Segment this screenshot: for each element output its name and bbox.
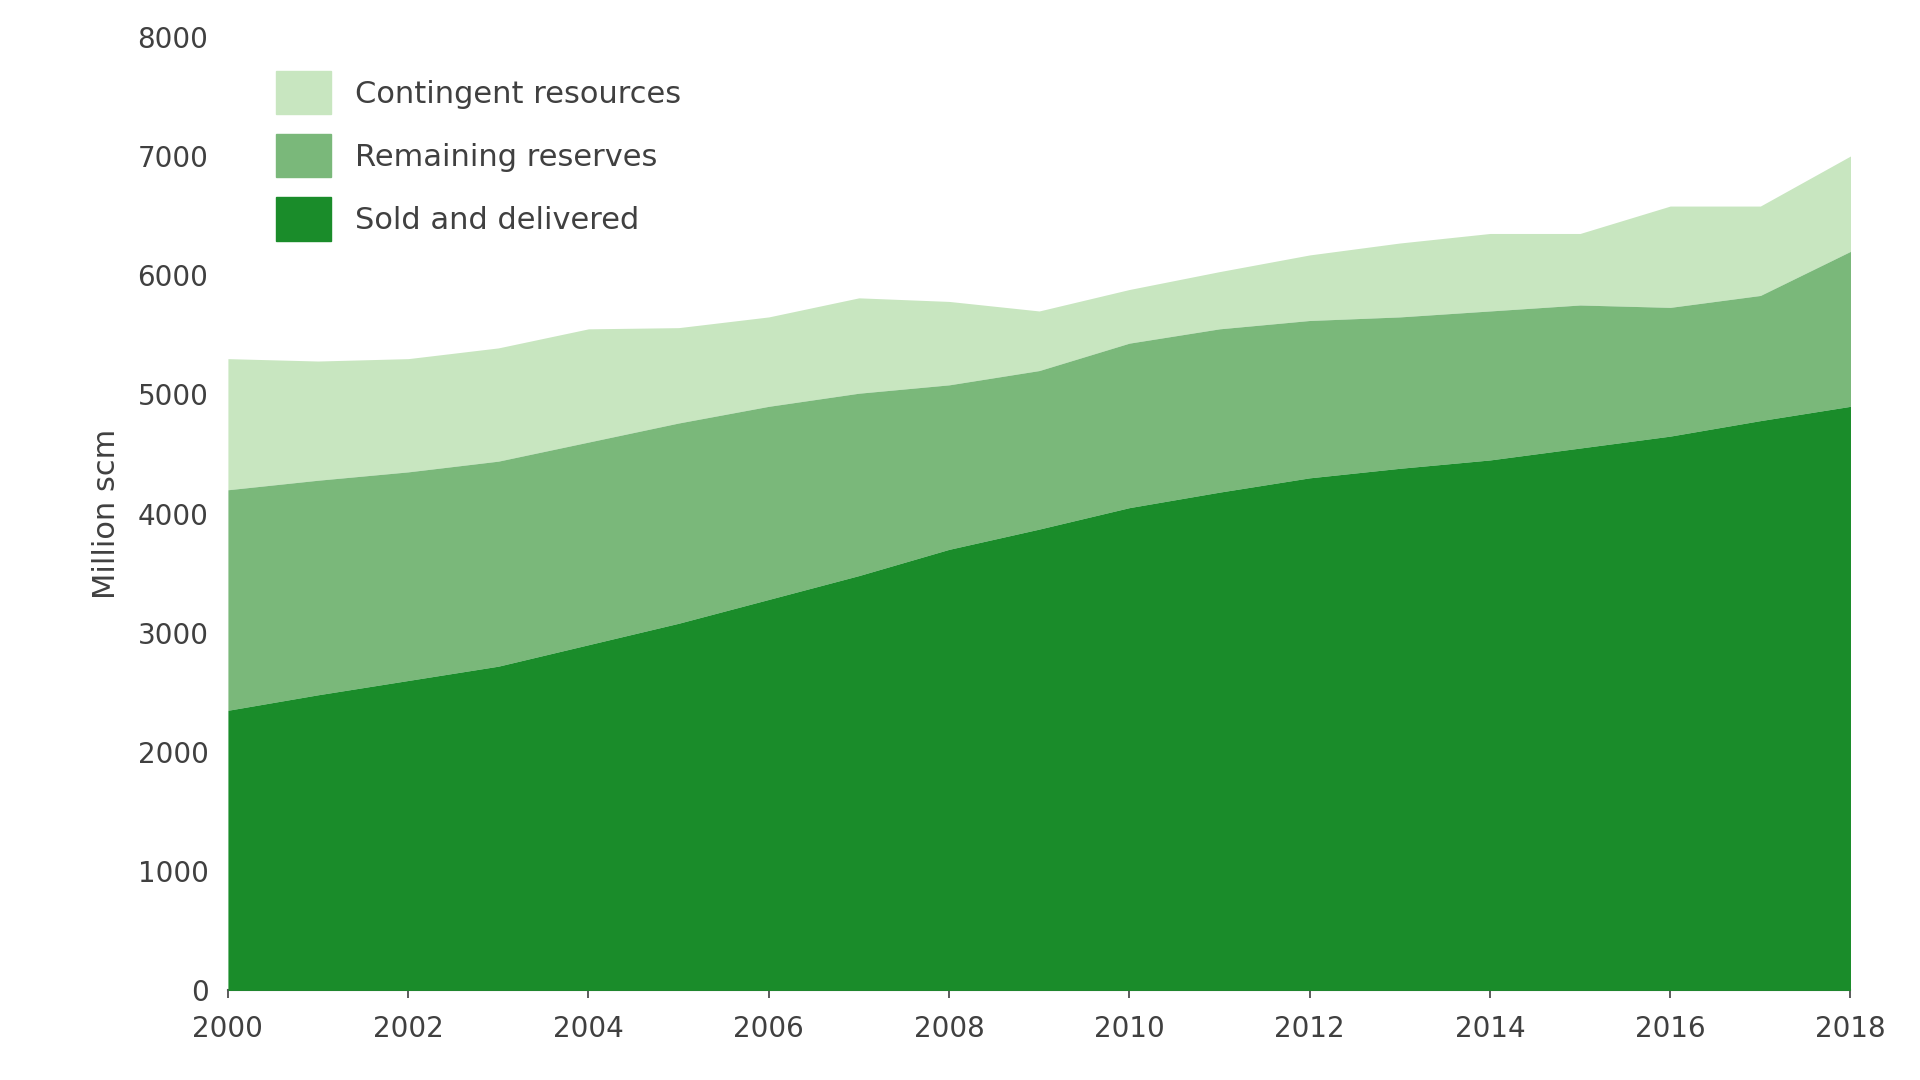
Y-axis label: Million scm: Million scm [92,429,121,598]
Legend: Contingent resources, Remaining reserves, Sold and delivered: Contingent resources, Remaining reserves… [276,71,682,241]
